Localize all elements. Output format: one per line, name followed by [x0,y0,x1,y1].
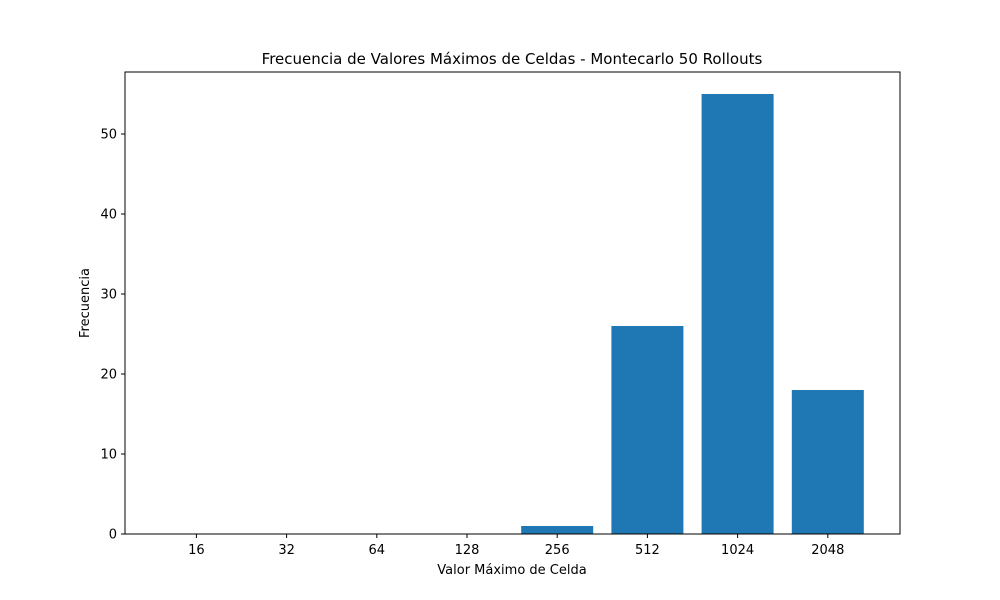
x-axis-ticks: 16 32 64 128 256 512 1024 2048 [188,534,844,558]
x-tick-label: 128 [455,543,480,558]
y-axis-label: Frecuencia [78,268,93,338]
y-tick-label: 50 [100,128,117,143]
y-tick-label: 0 [109,528,117,543]
x-tick-label: 64 [369,543,386,558]
x-tick-label: 16 [188,543,205,558]
x-tick-label: 256 [545,543,570,558]
x-tick-label: 512 [635,543,660,558]
bar-2048 [791,390,864,534]
bar-512 [611,326,684,534]
bar-256 [521,526,594,534]
y-tick-label: 20 [100,368,117,383]
y-tick-label: 10 [100,448,117,463]
bars-group [521,94,864,534]
y-tick-label: 40 [100,208,117,223]
x-tick-label: 1024 [721,543,754,558]
x-axis-label: Valor Máximo de Celda [437,563,586,578]
chart-title: Frecuencia de Valores Máximos de Celdas … [262,50,763,68]
x-tick-label: 2048 [811,543,844,558]
bar-1024 [701,94,774,534]
y-axis-ticks: 0 10 20 30 40 50 [100,128,125,543]
plot-frame [124,71,901,535]
y-tick-label: 30 [100,288,117,303]
x-tick-label: 32 [278,543,295,558]
